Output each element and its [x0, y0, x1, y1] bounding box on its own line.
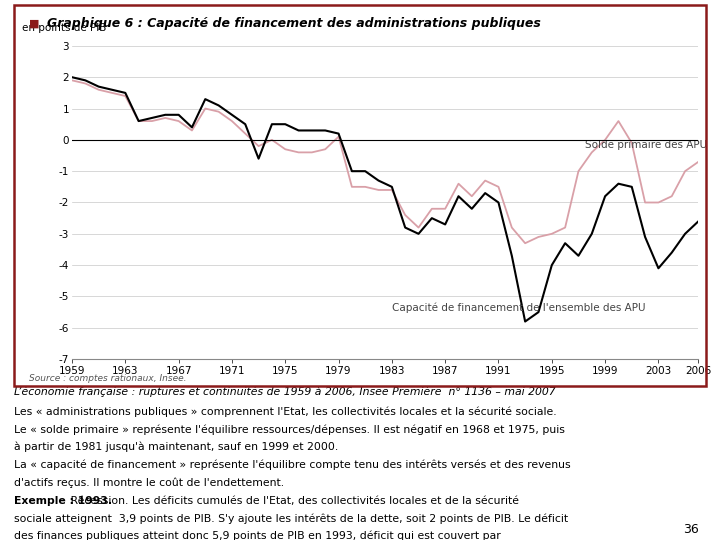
- Text: d'actifs reçus. Il montre le coût de l'endettement.: d'actifs reçus. Il montre le coût de l'e…: [14, 477, 284, 488]
- Text: sociale atteignent  3,9 points de PIB. S'y ajoute les intérêts de la dette, soit: sociale atteignent 3,9 points de PIB. S'…: [14, 513, 569, 524]
- Text: Les « administrations publiques » comprennent l'Etat, les collectivités locales : Les « administrations publiques » compre…: [14, 406, 557, 417]
- Text: L’économie française : ruptures et continuités de 1959 à 2006, Insee Première  n: L’économie française : ruptures et conti…: [14, 387, 556, 397]
- Text: Solde primaire des APU: Solde primaire des APU: [585, 139, 707, 150]
- Text: en points de PIB: en points de PIB: [22, 23, 107, 33]
- Text: 36: 36: [683, 523, 698, 536]
- Text: Capacité de financement de l'ensemble des APU: Capacité de financement de l'ensemble de…: [392, 302, 645, 313]
- Text: ■: ■: [29, 18, 40, 28]
- Text: Exemple : 1993.: Exemple : 1993.: [14, 496, 112, 506]
- Text: à partir de 1981 jusqu'à maintenant, sauf en 1999 et 2000.: à partir de 1981 jusqu'à maintenant, sau…: [14, 442, 338, 453]
- Text: Graphique 6 : Capacité de financement des administrations publiques: Graphique 6 : Capacité de financement de…: [47, 17, 541, 30]
- Text: Source : comptes rationaux, Insee.: Source : comptes rationaux, Insee.: [29, 374, 186, 383]
- Text: des finances publiques atteint donc 5,9 points de PIB en 1993, déficit qui est c: des finances publiques atteint donc 5,9 …: [14, 531, 501, 540]
- Text: Le « solde primaire » représente l'équilibre ressources/dépenses. Il est négatif: Le « solde primaire » représente l'équil…: [14, 424, 565, 435]
- Text: La « capacité de financement » représente l'équilibre compte tenu des intérêts v: La « capacité de financement » représent…: [14, 460, 571, 470]
- Text: Récession. Les déficits cumulés de l'Etat, des collectivités locales et de la sé: Récession. Les déficits cumulés de l'Eta…: [67, 496, 519, 506]
